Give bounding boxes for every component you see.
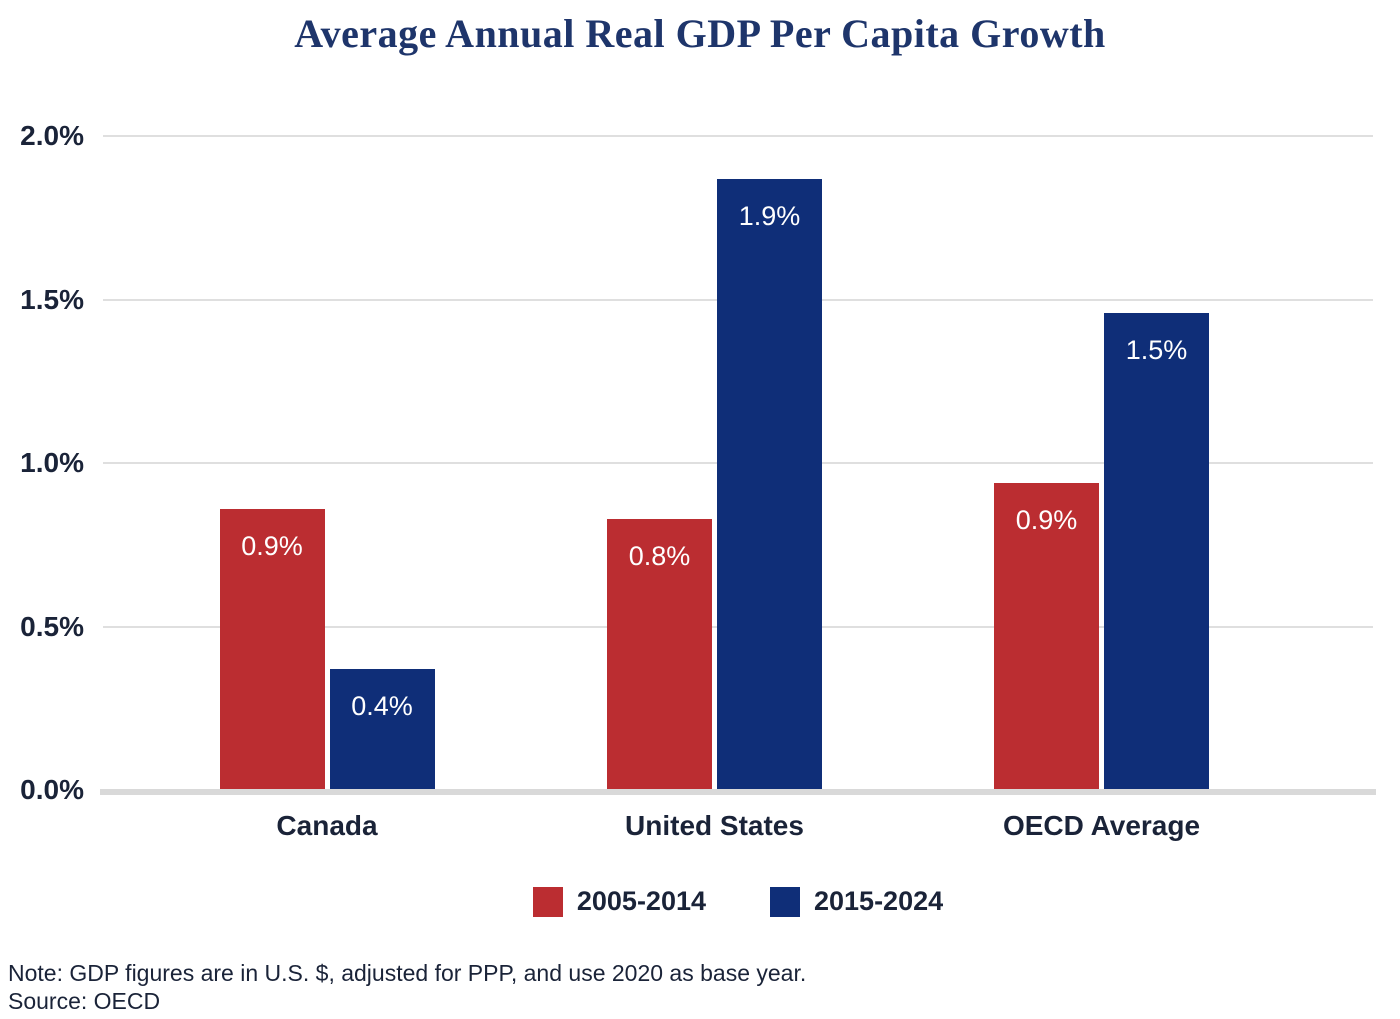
footnote-source: Source: OECD xyxy=(8,988,161,1014)
y-axis-tick-label: 1.0% xyxy=(20,447,84,478)
bar-2005-2014-united-states: 0.8% xyxy=(607,519,712,790)
bar-value-label: 0.4% xyxy=(351,691,413,721)
legend-item-2005-2014: 2005-2014 xyxy=(532,886,706,917)
bar-2015-2024-oecd-average: 1.5% xyxy=(1104,313,1209,790)
y-axis-tick-label: 1.5% xyxy=(20,283,84,315)
bar-value-label: 1.9% xyxy=(738,201,801,231)
bar-value-label: 1.5% xyxy=(1125,335,1188,365)
bar-2015-2024-united-states: 1.9% xyxy=(717,179,822,790)
y-axis-tick-label: 0.5% xyxy=(20,610,84,642)
legend-label: 2015-2024 xyxy=(814,886,944,916)
gridline xyxy=(103,135,1373,137)
legend-swatch-2015-2024 xyxy=(770,886,800,917)
footnote-note: Note: GDP figures are in U.S. $, adjuste… xyxy=(8,960,807,986)
y-axis-tick-label: 2.0% xyxy=(20,120,84,151)
chart-title: Average Annual Real GDP Per Capita Growt… xyxy=(294,11,1106,56)
bar-2005-2014-canada: 0.9% xyxy=(219,509,325,790)
legend: 2005-2014 2015-2024 xyxy=(103,886,1373,917)
bar-value-label: 0.8% xyxy=(628,541,691,571)
footnote: Note: GDP figures are in U.S. $, adjuste… xyxy=(8,959,806,1015)
legend-item-2015-2024: 2015-2024 xyxy=(770,886,943,917)
x-axis-label-canada: Canada xyxy=(276,810,378,841)
x-axis-line xyxy=(100,789,1376,795)
bar-2005-2014-oecd-average: 0.9% xyxy=(994,483,1099,790)
bar-value-label: 0.9% xyxy=(241,531,303,561)
y-axis-tick-label: 0.0% xyxy=(20,774,84,805)
bar-value-label: 0.9% xyxy=(1015,505,1078,535)
x-axis-label-united-states: United States xyxy=(625,810,804,841)
bar-2015-2024-canada: 0.4% xyxy=(329,669,435,790)
legend-label: 2005-2014 xyxy=(576,886,706,916)
x-axis-label-oecd-average: OECD Average xyxy=(1002,810,1201,841)
legend-swatch-2005-2014 xyxy=(532,886,563,917)
